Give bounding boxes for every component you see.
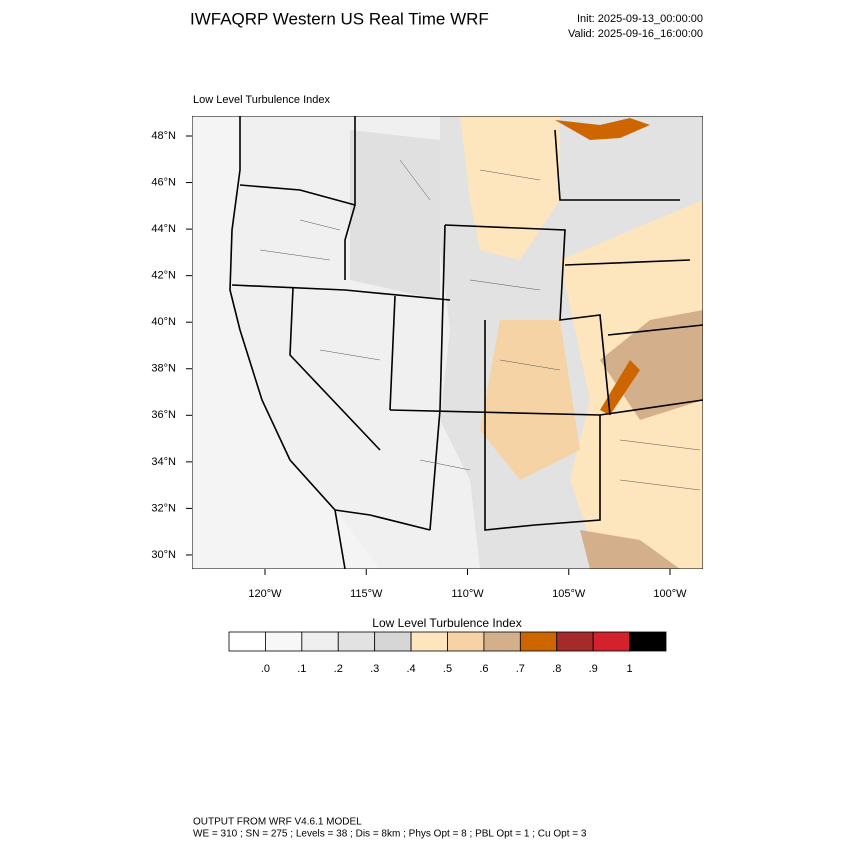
lat-label: 42°N [151, 270, 176, 282]
colorbar-box [374, 631, 412, 652]
colorbar-label: .6 [479, 663, 488, 675]
lat-label: 32°N [151, 502, 176, 514]
colorbar-box [301, 631, 339, 652]
colorbar-label: .8 [552, 663, 561, 675]
colorbar-title: Low Level Turbulence Index [372, 616, 521, 630]
title: IWFAQRP Western US Real Time WRF [190, 9, 489, 28]
colorbar-label: .4 [406, 663, 415, 675]
map [192, 116, 703, 569]
colorbar-box [519, 631, 558, 652]
lat-label: 30°N [151, 549, 176, 561]
lat-label: 44°N [151, 223, 176, 235]
colorbar-label: .3 [370, 663, 379, 675]
lat-label: 36°N [151, 409, 176, 421]
colorbar-box [629, 631, 667, 652]
colorbar-label: .7 [516, 663, 525, 675]
lat-label: 34°N [151, 456, 176, 468]
map-title: Low Level Turbulence Index [193, 94, 330, 106]
colorbar-box [228, 631, 266, 652]
footer-line: OUTPUT FROM WRF V4.6.1 MODEL [193, 817, 362, 828]
colorbar-box [410, 631, 448, 652]
lat-labels: 48°N 46°N 44°N 42°N 40°N 38°N 36°N 34°N 32°N 30°N [151, 130, 192, 561]
colorbar-box [447, 631, 485, 652]
lon-label: 115°W [350, 588, 383, 600]
valid-time: Valid: 2025-09-16_16:00:00 [568, 28, 703, 40]
colorbar-box [337, 631, 376, 652]
lat-label: 46°N [151, 176, 176, 188]
footer-line: WE = 310 ; SN = 275 ; Levels = 38 ; Dis … [193, 829, 587, 840]
lon-label: 100°W [653, 588, 687, 600]
colorbar-box [483, 631, 521, 652]
lon-label: 105°W [552, 588, 586, 600]
lat-label: 48°N [151, 130, 176, 142]
colorbar-label: .1 [297, 663, 306, 675]
init-time: Init: 2025-09-13_00:00:00 [577, 13, 703, 25]
colorbar-label: .2 [334, 663, 343, 675]
colorbar-box [265, 631, 303, 652]
colorbar: .0 .1 .2 .3 .4 .5 .6 .7 .8 .9 1 [228, 631, 667, 675]
colorbar-box [592, 631, 630, 652]
lat-label: 38°N [151, 363, 176, 375]
colorbar-label: .5 [443, 663, 452, 675]
lon-label: 110°W [451, 588, 484, 600]
colorbar-label: .9 [589, 663, 598, 675]
colorbar-label: .0 [261, 663, 270, 675]
colorbar-label: 1 [627, 663, 633, 675]
colorbar-box [556, 631, 594, 652]
lon-label: 120°W [248, 588, 282, 600]
lon-labels: 120°W 115°W 110°W 105°W 100°W [248, 569, 687, 600]
lat-label: 40°N [151, 316, 176, 328]
